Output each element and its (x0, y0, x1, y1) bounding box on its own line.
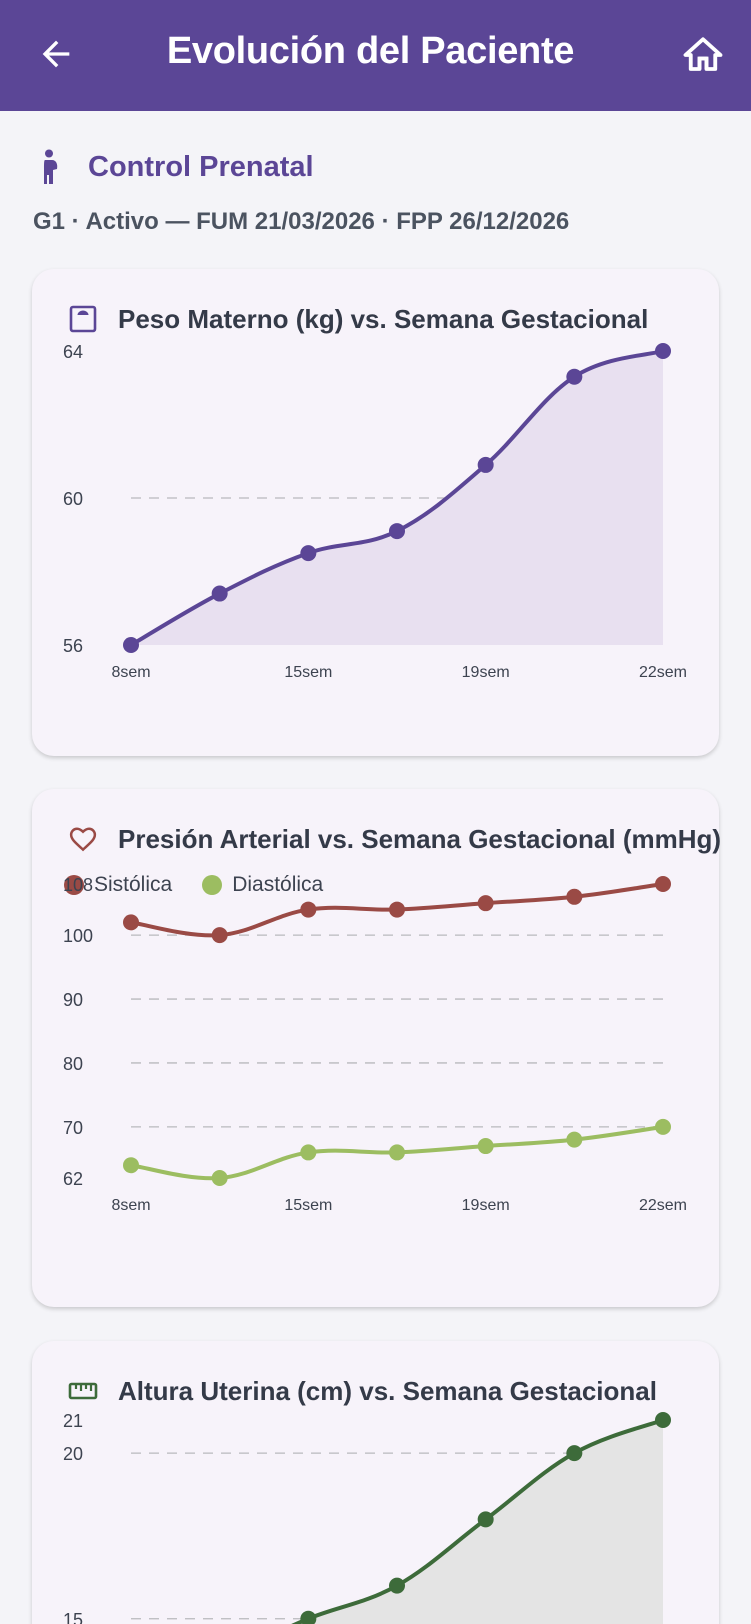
pressure-data-point (123, 914, 139, 931)
pressure-data-point (389, 901, 405, 918)
pressure-data-point (655, 1118, 671, 1135)
weight-data-point (477, 456, 494, 473)
weight-data-point (300, 545, 317, 562)
scale-icon (69, 305, 97, 333)
heart-icon (69, 827, 97, 852)
pressure-y-tick-label: 70 (63, 1118, 83, 1138)
weight-chart: 56 60 64 8sem 15sem 19sem 22sem (63, 342, 687, 681)
home-icon[interactable] (682, 34, 724, 76)
weight-x-tick-label: 19sem (462, 664, 510, 681)
pressure-y-tick-label: 100 (63, 926, 93, 946)
weight-x-tick-label: 8sem (111, 664, 150, 681)
pressure-data-point (389, 1144, 405, 1161)
height-data-point (477, 1511, 494, 1528)
height-data-point (300, 1610, 317, 1624)
pressure-data-point (211, 1170, 228, 1186)
pressure-data-point (477, 1138, 494, 1155)
weight-data-point (566, 368, 583, 385)
legend-label-diastolic: Diastólica (232, 873, 324, 896)
legend-swatch-diastolic (202, 875, 223, 895)
weight-y-tick-label: 56 (63, 636, 83, 656)
uterine-height-chart-header: Altura Uterina (cm) vs. Semana Gestacion… (68, 1371, 657, 1411)
height-y-tick-label: 20 (63, 1444, 83, 1464)
section-header: Control Prenatal (40, 145, 314, 189)
pressure-y-tick-label: 62 (63, 1169, 83, 1189)
uterine-height-chart-title: Altura Uterina (cm) vs. Semana Gestacion… (118, 1375, 657, 1406)
pressure-chart-title: Presión Arterial vs. Semana Gestacional … (118, 823, 722, 854)
section-title: Control Prenatal (88, 150, 314, 183)
height-area-fill (296, 1420, 663, 1624)
pressure-data-point (211, 927, 228, 944)
pressure-data-point (566, 1131, 583, 1148)
pressure-data-point (300, 901, 317, 918)
pressure-x-tick-label: 15sem (284, 1197, 332, 1214)
uterine-height-chart-card: Altura Uterina (cm) vs. Semana Gestacion… (32, 1341, 719, 1624)
weight-chart-title: Peso Materno (kg) vs. Semana Gestacional (118, 303, 649, 334)
weight-data-point (211, 585, 228, 602)
pressure-y-tick-label: 108 (63, 875, 93, 895)
weight-data-point (389, 523, 405, 540)
height-data-point (655, 1412, 671, 1428)
uterine-height-chart: 15 20 21 (63, 1411, 671, 1624)
pressure-x-tick-label: 22sem (639, 1197, 687, 1214)
weight-chart-card: Peso Materno (kg) vs. Semana Gestacional… (32, 269, 719, 756)
page-title: Evolución del Paciente (166, 30, 575, 72)
weight-x-tick-label: 15sem (284, 664, 332, 681)
legend-swatch-systolic (64, 875, 84, 895)
pressure-data-point (477, 895, 494, 912)
pressure-x-tick-label: 8sem (111, 1197, 150, 1214)
height-y-tick-label: 21 (63, 1411, 83, 1431)
app-bar: Evolución del Paciente (0, 0, 751, 111)
height-data-point (389, 1577, 405, 1594)
pressure-data-point (566, 888, 583, 905)
pregnancy-summary: G1 · Activo — FUM 21/03/2026 · FPP 26/12… (33, 208, 570, 235)
arrow-left-icon[interactable] (36, 34, 76, 74)
pressure-y-tick-label: 80 (63, 1054, 83, 1074)
weight-data-point (123, 637, 139, 653)
weight-chart-header: Peso Materno (kg) vs. Semana Gestacional (68, 299, 648, 339)
ruler-icon (68, 1382, 98, 1400)
weight-x-tick-label: 22sem (639, 664, 687, 681)
weight-y-tick-label: 60 (63, 489, 83, 509)
pregnant-woman-icon (44, 149, 58, 184)
legend-item-diastolic: Diastólica (202, 873, 323, 897)
weight-data-point (655, 343, 671, 359)
pressure-chart-header: Presión Arterial vs. Semana Gestacional … (68, 819, 721, 859)
pressure-chart-card: Presión Arterial vs. Semana Gestacional … (32, 789, 721, 1307)
pressure-data-point (655, 876, 671, 892)
pressure-chart: 62 70 80 90 100 108 8sem 15sem 19sem 22sem (63, 875, 687, 1214)
height-y-tick-label: 15 (63, 1610, 83, 1624)
legend-item-systolic: Sistólica (64, 873, 172, 897)
pressure-data-point (300, 1144, 317, 1161)
pressure-x-tick-label: 19sem (462, 1197, 510, 1214)
weight-y-tick-label: 64 (63, 342, 83, 362)
pressure-legend: Sistólica Diastólica (64, 873, 353, 897)
pressure-y-tick-label: 90 (63, 990, 83, 1010)
height-data-point (566, 1445, 583, 1462)
pressure-data-point (123, 1157, 139, 1174)
legend-label-systolic: Sistólica (94, 873, 173, 896)
